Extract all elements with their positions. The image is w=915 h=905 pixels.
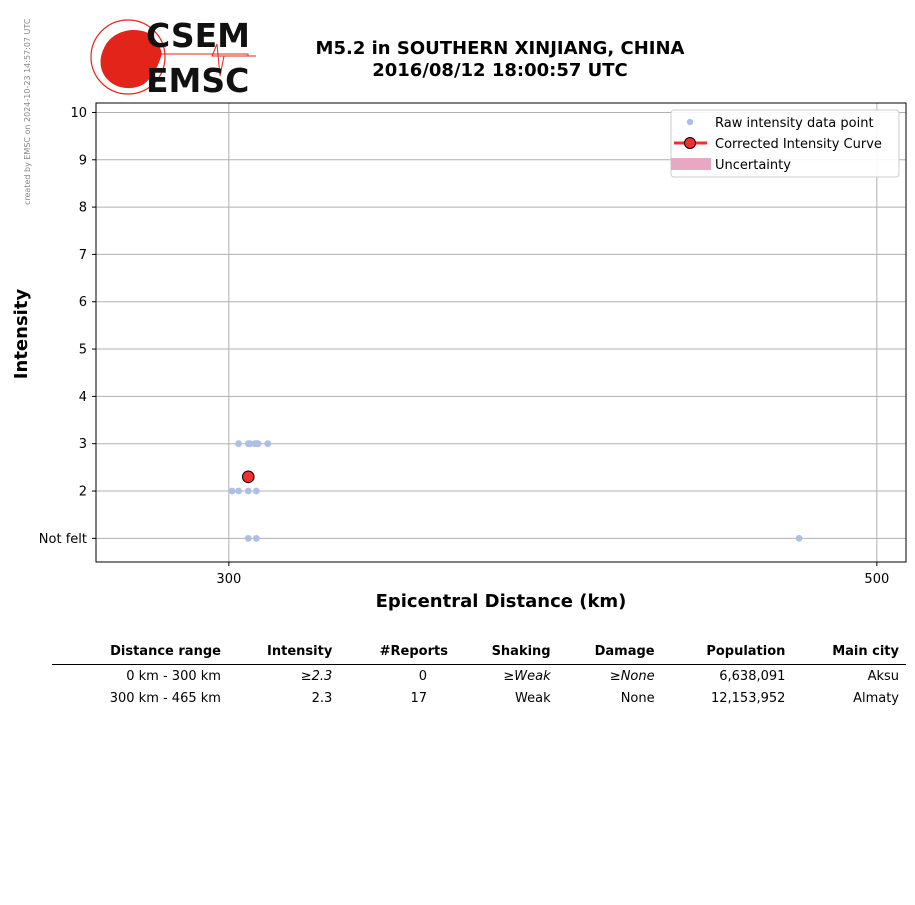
col-shaking: Shaking: [454, 642, 558, 665]
legend-raw-label: Raw intensity data point: [715, 116, 874, 131]
logo-text-top: CSEM: [146, 16, 250, 55]
raw-data-point: [244, 487, 252, 495]
y-tick-label: 4: [79, 390, 87, 405]
table-row: 0 km - 300 km ≥2.3 0 ≥Weak ≥None 6,638,0…: [52, 665, 906, 688]
col-population: Population: [661, 642, 793, 665]
raw-data-point: [254, 440, 262, 448]
table-row: 300 km - 465 km 2.3 17 Weak None 12,153,…: [52, 687, 906, 709]
raw-data-point: [235, 487, 242, 495]
cell-shaking: ≥Weak: [503, 669, 551, 684]
y-tick-label: 3: [79, 437, 87, 452]
col-damage: Damage: [557, 642, 662, 665]
emsc-logo: CSEM EMSC: [90, 16, 256, 100]
y-tick-label: 2: [79, 485, 87, 500]
intensity-chart: Not felt 2 3 4 5 6 7 8 9 10 300 500 Epicentral Dist…: [11, 102, 907, 612]
y-tick-label: 10: [70, 106, 87, 121]
raw-data-point: [228, 487, 236, 495]
legend-curve-marker: [684, 137, 696, 149]
cell-population: 6,638,091: [719, 669, 786, 684]
chart-title-event: M5.2 in SOUTHERN XINJIANG, CHINA: [315, 38, 685, 59]
cell-shaking: Weak: [515, 691, 551, 706]
y-tick-label: 9: [79, 153, 87, 168]
raw-data-point: [235, 440, 242, 448]
x-tick-label: 500: [864, 572, 889, 587]
x-tick-label: 300: [216, 572, 241, 587]
raw-data-point: [246, 440, 254, 448]
raw-data-point: [795, 534, 803, 542]
chart-title-time: 2016/08/12 18:00:57 UTC: [372, 60, 628, 81]
cell-reports: 17: [410, 691, 427, 706]
plot-frame: [95, 102, 907, 563]
x-axis-label: Epicentral Distance (km): [376, 591, 627, 612]
col-distance: Distance range: [52, 642, 228, 665]
cell-city: Almaty: [853, 691, 899, 706]
cell-distance: 300 km - 465 km: [109, 691, 221, 706]
corrected-intensity-point: [241, 470, 255, 484]
points-layer: [228, 440, 803, 542]
logo-text-bottom: EMSC: [146, 61, 249, 100]
y-tick-label: 7: [79, 248, 87, 263]
legend: Raw intensity data point Corrected Inten…: [670, 109, 900, 178]
cell-intensity: 2.3: [311, 691, 333, 706]
cell-damage: ≥None: [609, 669, 655, 684]
intensity-summary-table: Distance range Intensity #Reports Shakin…: [52, 642, 906, 709]
cell-intensity: ≥2.3: [300, 669, 333, 684]
y-tick-label: 8: [79, 201, 87, 216]
legend-curve-label: Corrected Intensity Curve: [715, 137, 882, 152]
legend-raw-marker: [686, 118, 694, 126]
cell-population: 12,153,952: [710, 691, 786, 706]
grid-layer: [96, 103, 906, 562]
y-axis-label: Intensity: [11, 289, 32, 380]
cell-city: Aksu: [867, 669, 899, 684]
y-tick-label: Not felt: [39, 532, 87, 547]
y-tick-label: 6: [79, 295, 87, 310]
raw-data-point: [264, 440, 272, 448]
col-reports: #Reports: [339, 642, 455, 665]
cell-reports: 0: [418, 669, 427, 684]
legend-uncertainty-swatch: [671, 158, 711, 170]
axis-layer: Not felt 2 3 4 5 6 7 8 9 10 300 500: [39, 106, 889, 587]
cell-distance: 0 km - 300 km: [126, 669, 221, 684]
y-tick-label: 5: [79, 343, 87, 358]
raw-data-point: [244, 534, 252, 542]
col-city: Main city: [792, 642, 906, 665]
cell-damage: None: [620, 691, 655, 706]
legend-uncertainty-label: Uncertainty: [715, 158, 791, 173]
raw-data-point: [252, 487, 260, 495]
col-intensity: Intensity: [227, 642, 340, 665]
raw-data-point: [252, 534, 260, 542]
